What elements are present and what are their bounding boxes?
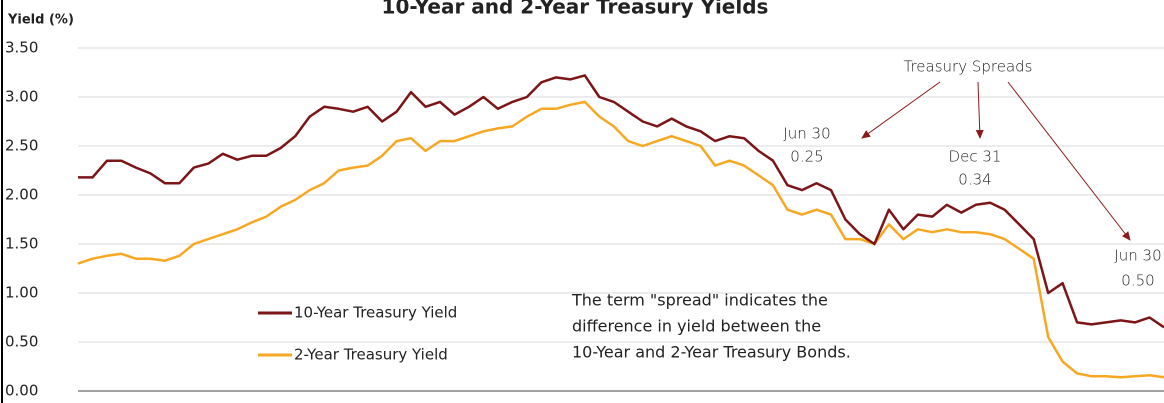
y-tick-label: 2.50 bbox=[5, 137, 38, 155]
chart-title: 10-Year and 2-Year Treasury Yields bbox=[382, 0, 769, 19]
annotation: Jun 30 bbox=[1114, 247, 1161, 265]
annotation: Dec 31 bbox=[949, 148, 1002, 166]
grid: 0.00 0.50 1.00 1.50 2.00 2.50 3.00 3.50 bbox=[5, 39, 1164, 400]
y-tick-label: 0.00 bbox=[5, 382, 38, 400]
legend-label: 10-Year Treasury Yield bbox=[294, 304, 457, 322]
y-tick-label: 3.50 bbox=[5, 39, 38, 57]
annotation: Jun 30 bbox=[783, 125, 830, 143]
y-tick-label: 0.50 bbox=[5, 333, 38, 351]
y-tick-label: 1.50 bbox=[5, 235, 38, 253]
annotation: Treasury Spreads bbox=[904, 58, 1033, 76]
annotation: 0.50 bbox=[1121, 272, 1154, 290]
legend: 10-Year Treasury Yield 2-Year Treasury Yi… bbox=[258, 304, 457, 364]
legend-label: 2-Year Treasury Yield bbox=[294, 346, 448, 364]
note: difference in yield between the bbox=[572, 317, 821, 336]
y-tick-label: 1.00 bbox=[5, 284, 38, 302]
y-tick-label: 2.00 bbox=[5, 186, 38, 204]
annotation: 0.25 bbox=[790, 148, 823, 166]
y-axis-label: Yield (%) bbox=[7, 13, 74, 28]
series-line bbox=[78, 74, 1164, 329]
arrow bbox=[861, 81, 941, 139]
arrow bbox=[975, 81, 984, 139]
annotation: 0.34 bbox=[958, 171, 991, 189]
plot bbox=[77, 74, 1164, 379]
series-line bbox=[77, 100, 1164, 379]
note: 10-Year and 2-Year Treasury Bonds. bbox=[572, 343, 851, 362]
y-tick-label: 3.00 bbox=[5, 88, 38, 106]
arrow bbox=[1007, 81, 1131, 241]
note: The term "spread" indicates the bbox=[571, 291, 828, 310]
